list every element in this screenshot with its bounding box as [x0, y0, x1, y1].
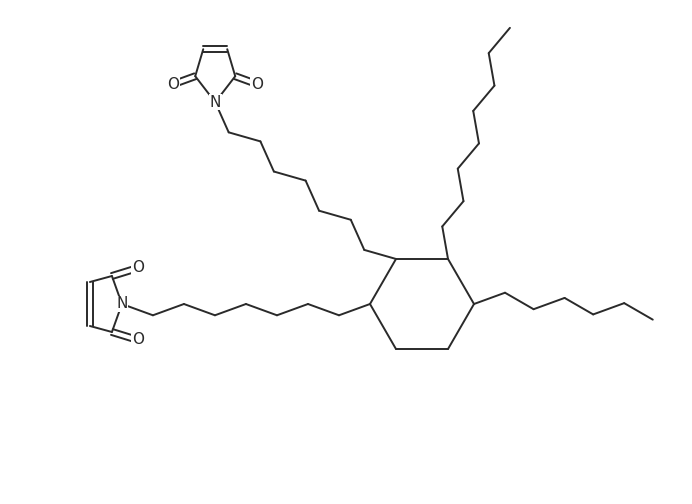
Text: O: O: [132, 333, 144, 347]
Text: N: N: [210, 95, 221, 110]
Text: O: O: [167, 77, 179, 92]
Text: N: N: [116, 296, 127, 311]
Text: O: O: [132, 261, 144, 276]
Text: O: O: [251, 77, 263, 92]
